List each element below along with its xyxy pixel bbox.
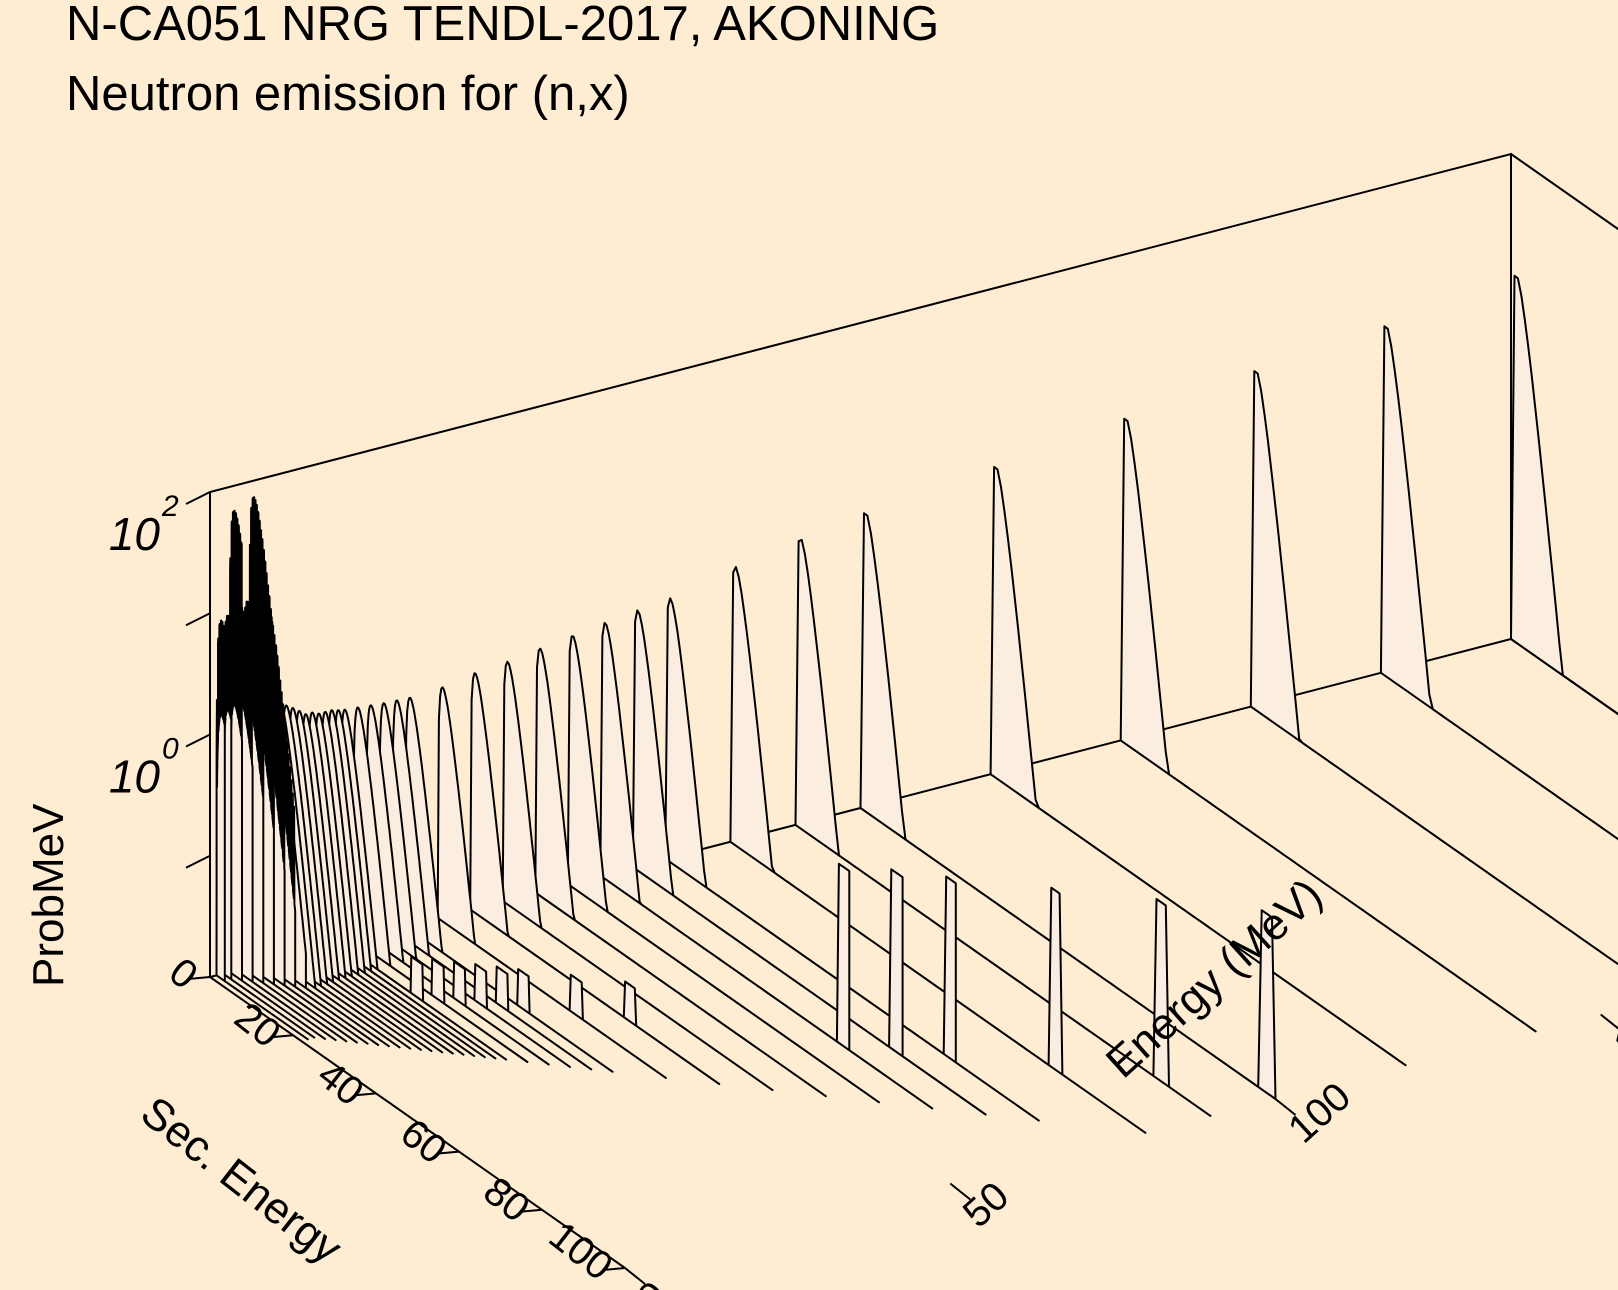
series-curve	[293, 709, 433, 1053]
x-tick-label: 100	[541, 1213, 621, 1289]
series-curve	[228, 509, 326, 1040]
series-curve	[534, 647, 827, 1098]
series-curve	[215, 619, 309, 1041]
x-tick-mark	[187, 976, 211, 980]
series-curve	[339, 708, 508, 1061]
x-axis-label: Sec. Energy	[132, 1087, 351, 1273]
x-tick-label: 20	[226, 994, 288, 1056]
base-edges	[207, 637, 1618, 1269]
series-curve	[794, 538, 1212, 1117]
series-curve	[404, 696, 614, 1073]
x-tick-mark	[436, 1150, 460, 1155]
series-curve	[501, 660, 774, 1092]
z-tick-mark	[185, 854, 211, 869]
series-curve	[306, 711, 454, 1055]
z-tick-label: 10	[109, 508, 161, 560]
series-curve	[287, 707, 422, 1051]
series-curve	[664, 597, 1040, 1122]
series-curve	[313, 712, 465, 1056]
series-curve	[1379, 325, 1618, 841]
series-curve	[566, 635, 880, 1104]
x-tick-mark	[270, 1034, 294, 1039]
y-tick-label: 50	[955, 1174, 1018, 1236]
y-tick-mark	[1600, 1013, 1618, 1030]
series-curve	[631, 609, 987, 1116]
x-tick-label: 80	[475, 1169, 537, 1231]
chart-subtitle: Neutron emission for (n,x)	[66, 67, 630, 121]
z-tick-mark	[185, 733, 211, 748]
chart-title: N-CA051 NRG TENDL-2017, AKONING	[66, 0, 939, 51]
series-curve	[300, 713, 444, 1054]
z-tick-label: 10	[109, 751, 161, 803]
y-tick-label: 0	[630, 1273, 676, 1290]
series-curve	[989, 465, 1407, 1067]
series-curve	[352, 706, 529, 1063]
x-tick-mark	[602, 1267, 626, 1271]
x-tick-label: 40	[309, 1052, 371, 1114]
y-tick-label: 100	[1280, 1074, 1359, 1151]
series-curve	[391, 699, 593, 1071]
z-tick-mark	[185, 612, 211, 627]
series-curve	[469, 672, 721, 1085]
series-curve	[1510, 274, 1618, 716]
series-curve	[859, 512, 1277, 1100]
x-tick-mark	[353, 1092, 377, 1097]
series-curve	[332, 709, 497, 1060]
y-tick-mark	[949, 1182, 971, 1201]
z-axis-label: ProbMeV	[24, 803, 73, 987]
series-curve	[729, 566, 1147, 1134]
z-tick-exponent: 2	[161, 490, 179, 523]
y-tick-mark	[624, 1267, 646, 1285]
series-curve	[1249, 370, 1618, 966]
x-tick-mark	[519, 1208, 543, 1213]
z-tick-mark	[185, 491, 211, 505]
series-curve	[436, 686, 667, 1079]
series-curves	[215, 274, 1618, 1134]
axes-frame	[207, 152, 1618, 1269]
series-curve	[1119, 417, 1537, 1033]
series-curve	[599, 622, 934, 1110]
series-curve	[326, 709, 486, 1059]
x-tick-label: 0	[161, 950, 206, 998]
series-curve	[319, 710, 476, 1057]
y-tick-label: 150	[1605, 990, 1618, 1067]
x-tick-label: 60	[392, 1111, 454, 1173]
y-tick-mark	[1274, 1098, 1297, 1116]
z-tick-exponent: 0	[162, 733, 179, 766]
